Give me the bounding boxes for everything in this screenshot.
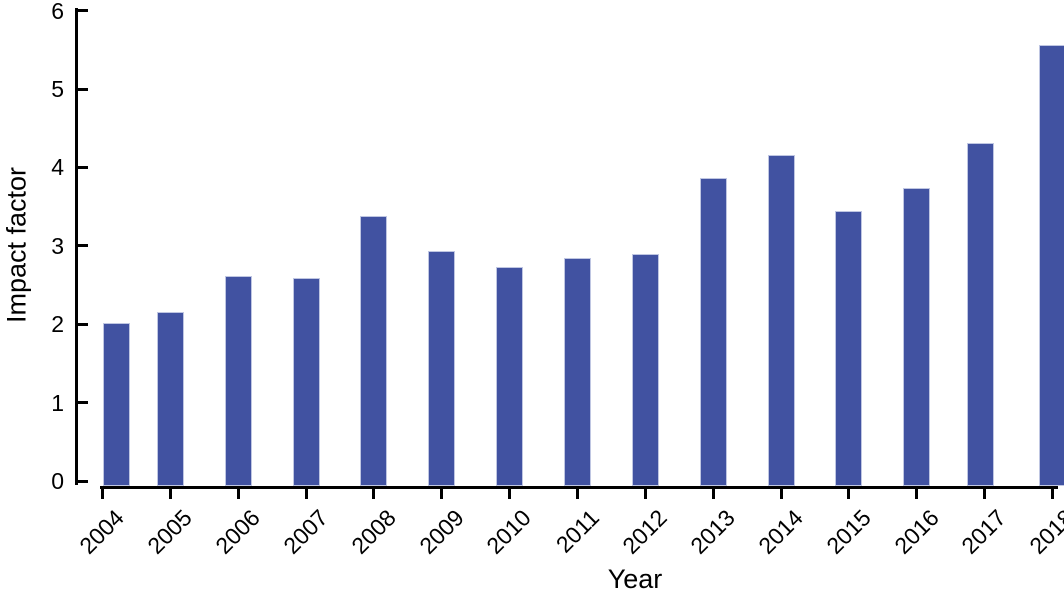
y-tick-label-3: 3 (51, 232, 64, 259)
bar-2010 (496, 266, 524, 486)
bar-2012 (631, 253, 659, 486)
y-tick-3 (78, 244, 88, 248)
bar-2013 (699, 178, 727, 486)
x-tick-2010 (508, 489, 512, 499)
x-tick-2005 (168, 489, 172, 499)
x-tick-label-2008: 2008 (346, 504, 401, 559)
y-tick-label-1: 1 (51, 389, 64, 416)
x-tick-label-2004: 2004 (74, 504, 130, 559)
x-tick-2018 (1050, 489, 1054, 499)
x-axis-line (100, 486, 1058, 489)
bar-2015 (835, 211, 863, 486)
y-tick-label-6: 6 (51, 0, 64, 24)
bar-2009 (428, 250, 456, 486)
bar-2011 (563, 258, 591, 486)
x-tick-label-2006: 2006 (210, 504, 265, 559)
x-tick-2015 (847, 489, 851, 499)
bar-2005 (156, 311, 184, 486)
bar-2014 (767, 154, 795, 486)
x-tick-2004 (101, 489, 104, 499)
x-tick-2009 (440, 489, 444, 499)
x-tick-label-2014: 2014 (753, 504, 808, 559)
x-tick-label-2010: 2010 (481, 504, 537, 559)
x-tick-2007 (304, 489, 308, 499)
bar-2008 (360, 216, 388, 486)
y-tick-4 (78, 165, 88, 169)
x-tick-2014 (779, 489, 783, 499)
x-tick-label-2015: 2015 (820, 504, 876, 559)
y-tick-label-0: 0 (51, 468, 64, 494)
y-tick-0 (78, 479, 88, 483)
bar-2018 (1038, 45, 1064, 486)
x-tick-label-2007: 2007 (278, 504, 333, 559)
y-tick-5 (78, 87, 88, 91)
x-tick-label-2012: 2012 (617, 504, 672, 559)
x-tick-2016 (915, 489, 919, 499)
bar-2017 (967, 143, 995, 486)
x-tick-label-2016: 2016 (888, 504, 944, 559)
bar-2016 (903, 187, 931, 486)
x-tick-2008 (372, 489, 376, 499)
x-tick-2011 (575, 489, 579, 499)
x-tick-label-2018: 2018 (1024, 504, 1064, 559)
y-tick-2 (78, 322, 88, 326)
y-tick-label-2: 2 (51, 311, 64, 338)
y-tick-6 (78, 9, 88, 13)
y-tick-label-5: 5 (51, 76, 64, 102)
x-tick-2017 (983, 489, 987, 499)
y-tick-1 (78, 401, 88, 405)
x-tick-2012 (643, 489, 647, 499)
x-tick-label-2009: 2009 (413, 504, 469, 559)
bar-2006 (224, 276, 252, 486)
x-tick-label-2005: 2005 (142, 504, 198, 559)
y-axis-line (75, 8, 78, 485)
bar-2007 (292, 277, 320, 486)
bar-2004 (102, 322, 130, 486)
x-tick-label-2017: 2017 (956, 504, 1012, 559)
x-tick-label-2011: 2011 (550, 504, 605, 558)
y-tick-label-4: 4 (51, 154, 64, 181)
x-tick-label-2013: 2013 (685, 504, 740, 559)
x-tick-2013 (711, 489, 715, 499)
x-axis-title: Year (607, 564, 663, 594)
x-tick-2006 (236, 489, 240, 499)
